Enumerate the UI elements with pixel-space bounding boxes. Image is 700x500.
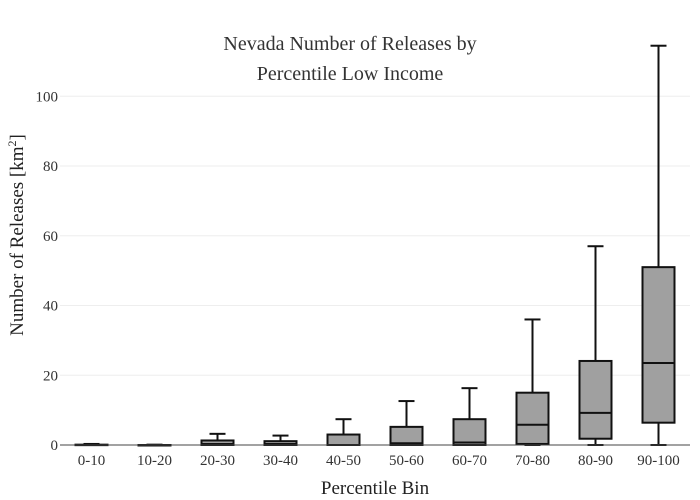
x-tick-label: 70-80 (515, 453, 550, 469)
box-body (578, 359, 613, 440)
y-tick-label: 80 (43, 159, 58, 175)
y-axis-ticks: 0 20 40 60 80 100 (36, 89, 59, 454)
x-axis-title: Percentile Bin (321, 478, 430, 499)
x-tick-label: 40-50 (326, 453, 361, 469)
x-tick-label: 50-60 (389, 453, 424, 469)
box-body (326, 433, 361, 446)
x-tick-label: 0-10 (78, 453, 106, 469)
y-axis-title-superscript: 2 (5, 140, 19, 146)
box-40-50 (326, 418, 361, 446)
chart-title-line-1: Nevada Number of Releases by (223, 33, 476, 55)
box-60-70 (452, 387, 487, 447)
y-tick-label: 100 (36, 89, 59, 105)
x-tick-label: 30-40 (263, 453, 298, 469)
box-80-90 (578, 245, 613, 446)
x-tick-label: 60-70 (452, 453, 487, 469)
chart-title-line-2: Percentile Low Income (257, 63, 444, 85)
x-tick-label: 10-20 (137, 453, 172, 469)
y-axis-title-main: Number of Releases [km (7, 146, 28, 336)
box-body (641, 266, 676, 424)
y-tick-label: 0 (51, 438, 59, 454)
y-axis-title: Number of Releases [km2] (5, 134, 28, 336)
x-tick-label: 80-90 (578, 453, 613, 469)
y-tick-label: 20 (43, 368, 58, 384)
box-30-40 (263, 434, 298, 446)
box-body (452, 418, 487, 447)
box-20-30 (200, 432, 235, 447)
y-axis-title-end: ] (7, 134, 28, 140)
x-tick-label: 90-100 (637, 453, 680, 469)
box-90-100 (641, 44, 676, 446)
y-tick-label: 40 (43, 299, 58, 315)
chart-title: Nevada Number of Releases by Percentile … (223, 33, 476, 85)
y-tick-label: 60 (43, 229, 58, 245)
x-axis-ticks: 0-10 10-20 20-30 30-40 40-50 50-60 60-70 70-80 8… (78, 453, 680, 469)
box-body (515, 391, 550, 445)
x-tick-label: 20-30 (200, 453, 235, 469)
box-series (74, 44, 676, 447)
box-70-80 (515, 318, 550, 446)
box-50-60 (389, 400, 424, 447)
